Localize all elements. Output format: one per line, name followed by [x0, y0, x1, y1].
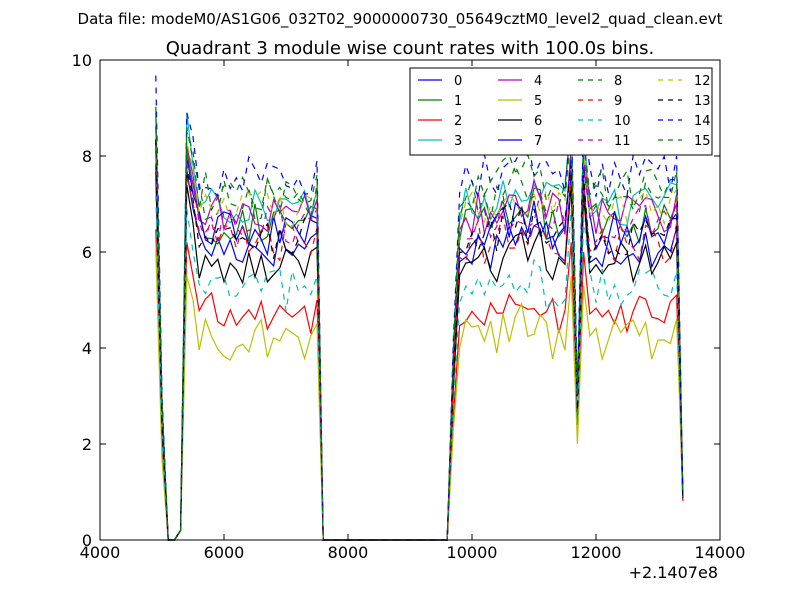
x-tick-label: 4000	[80, 543, 121, 562]
legend-label-4: 4	[534, 74, 542, 89]
chart-title: Quadrant 3 module wise count rates with …	[166, 38, 655, 59]
x-tick-label: 14000	[695, 543, 746, 562]
legend-label-0: 0	[454, 74, 462, 89]
series-line-15	[155, 112, 684, 541]
x-tick-label: 6000	[204, 543, 245, 562]
x-offset-label: +2.1407e8	[629, 563, 718, 582]
legend-label-9: 9	[614, 94, 622, 109]
legend-label-11: 11	[614, 134, 631, 149]
legend-label-14: 14	[694, 114, 711, 129]
legend-label-3: 3	[454, 134, 462, 149]
legend-label-12: 12	[694, 74, 711, 89]
y-tick-label: 8	[82, 147, 92, 166]
series-layer	[155, 75, 684, 541]
series-line-7	[155, 141, 684, 541]
legend-label-10: 10	[614, 114, 631, 129]
legend-label-5: 5	[534, 94, 542, 109]
y-tick-label: 4	[82, 339, 92, 358]
legend-label-15: 15	[694, 134, 711, 149]
series-line-11	[155, 127, 684, 541]
x-tick-label: 12000	[571, 543, 622, 562]
x-tick-label: 8000	[328, 543, 369, 562]
y-tick-label: 10	[72, 51, 92, 70]
data-file-label: Data file: modeM0/AS1G06_032T02_90000007…	[78, 10, 723, 29]
legend-label-13: 13	[694, 94, 711, 109]
series-line-14	[155, 75, 684, 541]
legend-label-1: 1	[454, 94, 462, 109]
legend-label-7: 7	[534, 134, 542, 149]
y-tick-label: 0	[82, 531, 92, 550]
series-line-4	[155, 126, 684, 541]
y-tick-label: 2	[82, 435, 92, 454]
series-line-10	[155, 195, 684, 541]
legend-label-8: 8	[614, 74, 622, 89]
series-line-8	[155, 106, 684, 541]
series-line-9	[155, 148, 684, 541]
series-line-3	[155, 112, 684, 541]
y-tick-label: 6	[82, 243, 92, 262]
series-line-6	[155, 171, 684, 541]
legend-label-2: 2	[454, 114, 462, 129]
x-tick-label: 10000	[447, 543, 498, 562]
series-line-2	[155, 229, 684, 541]
series-line-5	[155, 249, 684, 541]
legend-label-6: 6	[534, 114, 542, 129]
plot-frame	[99, 59, 721, 541]
series-line-12	[155, 111, 684, 541]
